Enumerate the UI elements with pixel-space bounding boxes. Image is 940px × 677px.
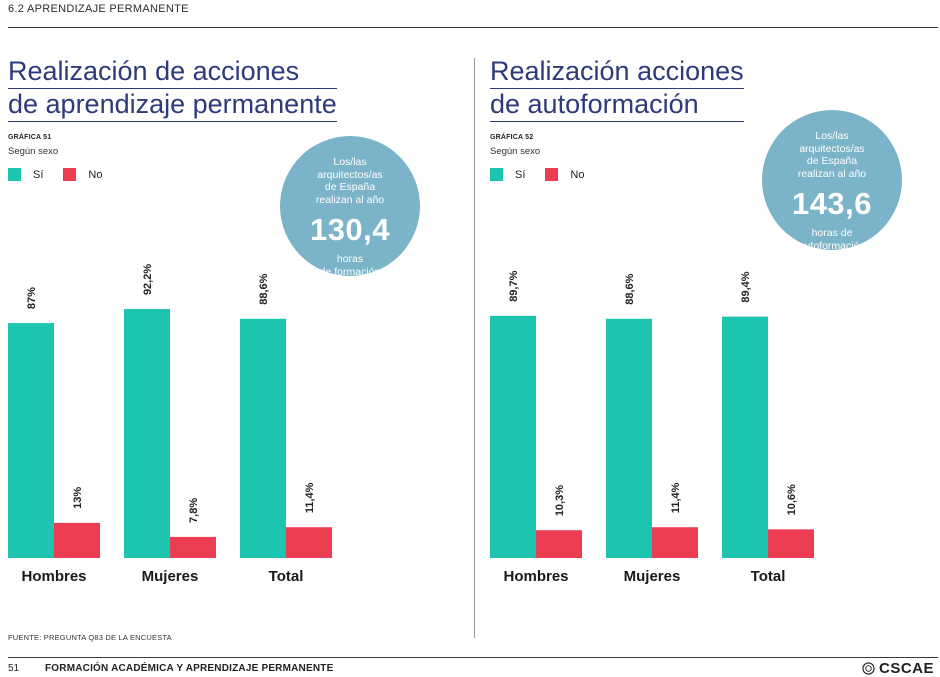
left-title-line-2: de aprendizaje permanente xyxy=(8,89,337,122)
right-title: Realización acciones de autoformación xyxy=(490,56,744,122)
data-label-no-total: 11,4% xyxy=(304,482,316,513)
left-bubble-number: 130,4 xyxy=(309,212,391,247)
left-grafica-subtitle: Según sexo xyxy=(8,146,59,157)
category-label-total: Total xyxy=(751,568,786,585)
legend-swatch-si xyxy=(8,168,21,181)
category-label-hombres: Hombres xyxy=(503,568,568,585)
right-bar-chart: 89,7% 10,3% Hombres 88,6% 11,4% Mujeres 89,4% 1… xyxy=(490,270,814,585)
legend-item-si: Sí xyxy=(8,168,43,181)
right-grafica-label: GRÁFICA 52 xyxy=(490,134,534,141)
bar-no-hombres xyxy=(54,522,100,558)
data-label-no-mujeres: 11,4% xyxy=(670,482,682,513)
data-label-si-total: 89,4% xyxy=(740,271,752,302)
panel-divider xyxy=(474,58,475,638)
left-title-line-1: Realización de acciones xyxy=(8,56,337,89)
left-legend: Sí No xyxy=(8,168,122,181)
legend-label-no: No xyxy=(88,168,103,181)
legend-item-no: No xyxy=(545,168,584,181)
category-label-mujeres: Mujeres xyxy=(624,568,681,585)
left-title: Realización de acciones de aprendizaje p… xyxy=(8,56,337,122)
data-label-no-hombres: 13% xyxy=(72,487,84,509)
page-number: 51 xyxy=(8,663,20,674)
data-label-si-hombres: 87% xyxy=(26,287,38,309)
legend-label-no: No xyxy=(570,168,585,181)
data-label-no-total: 10,6% xyxy=(786,484,798,515)
data-label-no-hombres: 10,3% xyxy=(554,485,566,516)
right-bubble-intro: Los/las arquitectos/as de España realiza… xyxy=(797,130,867,180)
data-label-si-total: 88,6% xyxy=(258,273,270,304)
bar-no-total xyxy=(286,527,332,558)
legend-label-si: Sí xyxy=(33,168,44,181)
seal-icon xyxy=(862,662,875,675)
cscae-logo: CSCAE xyxy=(862,660,934,677)
data-label-si-mujeres: 88,6% xyxy=(624,273,636,304)
bar-no-mujeres xyxy=(170,536,216,558)
data-label-no-mujeres: 7,8% xyxy=(188,498,200,523)
legend-item-si: Sí xyxy=(490,168,525,181)
section-header: 6.2 APRENDIZAJE PERMANENTE xyxy=(8,3,189,15)
category-label-total: Total xyxy=(269,568,304,585)
left-bar-chart: 87% 13% Hombres 92,2% 7,8% Mujeres 88,6% 11,4% T… xyxy=(8,264,332,585)
bottom-divider xyxy=(8,657,938,658)
right-title-line-1: Realización acciones xyxy=(490,56,744,89)
left-bubble-intro: Los/las arquitectos/as de España realiza… xyxy=(315,156,385,206)
left-panel: Realización de acciones de aprendizaje p… xyxy=(8,56,468,596)
right-title-line-2: de autoformación xyxy=(490,89,744,122)
bar-si-mujeres xyxy=(124,309,170,558)
category-label-mujeres: Mujeres xyxy=(142,568,199,585)
right-panel: Realización acciones de autoformación GR… xyxy=(490,56,938,596)
left-bubble-outro: horas de formación continua xyxy=(319,253,381,290)
footer-chapter-title: FORMACIÓN ACADÉMICA Y APRENDIZAJE PERMAN… xyxy=(45,663,334,674)
left-highlight-bubble: Los/las arquitectos/as de España realiza… xyxy=(280,136,420,290)
category-label-hombres: Hombres xyxy=(21,568,86,585)
bar-no-mujeres xyxy=(652,527,698,558)
logo-text: CSCAE xyxy=(878,660,934,677)
bar-no-total xyxy=(768,529,814,558)
source-note: FUENTE: PREGUNTA Q83 DE LA ENCUESTA xyxy=(8,633,172,642)
right-highlight-bubble: Los/las arquitectos/as de España realiza… xyxy=(762,110,902,252)
legend-swatch-no xyxy=(63,168,77,181)
right-grafica-subtitle: Según sexo xyxy=(490,146,541,157)
top-divider xyxy=(8,27,938,28)
legend-swatch-si xyxy=(490,168,503,181)
right-bubble-number: 143,6 xyxy=(791,186,873,221)
bar-no-hombres xyxy=(536,530,582,558)
bar-si-mujeres xyxy=(606,318,652,558)
bar-si-total xyxy=(722,316,768,558)
bar-si-total xyxy=(240,318,286,558)
bar-si-hombres xyxy=(490,315,536,558)
right-legend: Sí No xyxy=(490,168,604,181)
data-label-si-hombres: 89,7% xyxy=(508,270,520,301)
legend-label-si: Sí xyxy=(515,168,526,181)
data-label-si-mujeres: 92,2% xyxy=(142,264,154,295)
right-bubble-outro: horas de autoformación xyxy=(798,227,866,252)
bar-si-hombres xyxy=(8,323,54,558)
left-grafica-label: GRÁFICA 51 xyxy=(8,134,52,141)
legend-swatch-no xyxy=(545,168,559,181)
legend-item-no: No xyxy=(63,168,102,181)
